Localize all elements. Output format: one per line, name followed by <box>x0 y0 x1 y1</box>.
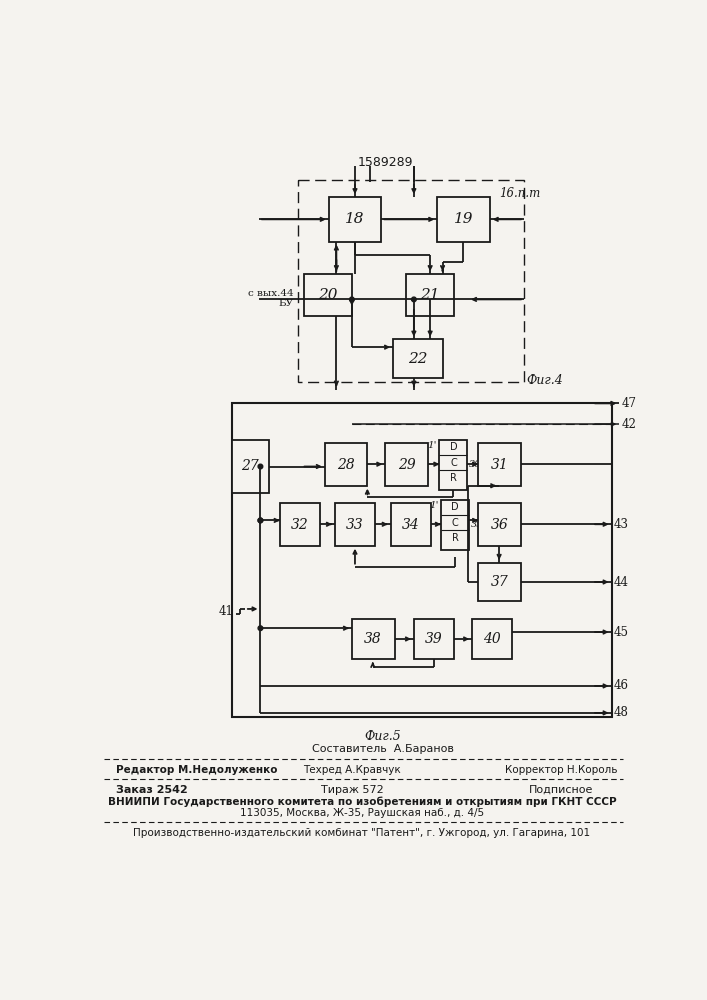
Text: Производственно-издательский комбинат "Патент", г. Ужгород, ул. Гагарина, 101: Производственно-издательский комбинат "П… <box>134 828 590 838</box>
Circle shape <box>258 518 263 523</box>
Bar <box>391 503 431 546</box>
Text: 20: 20 <box>318 288 338 302</box>
Bar <box>393 339 443 378</box>
Text: БУ: БУ <box>279 299 293 308</box>
Text: 46: 46 <box>614 679 629 692</box>
Circle shape <box>258 626 263 631</box>
Text: D: D <box>451 502 459 512</box>
Text: Заказ 2542: Заказ 2542 <box>115 785 187 795</box>
Bar <box>280 503 320 546</box>
Text: 44: 44 <box>614 576 629 588</box>
Bar <box>478 443 521 486</box>
Text: Фиг.4: Фиг.4 <box>526 374 563 387</box>
Text: 29: 29 <box>397 458 416 472</box>
Bar <box>232 403 612 717</box>
Text: D: D <box>450 442 457 452</box>
Bar <box>352 619 395 659</box>
Text: 30: 30 <box>469 460 481 469</box>
Text: 45: 45 <box>614 626 629 639</box>
Text: 35: 35 <box>470 520 483 529</box>
Text: 40: 40 <box>484 632 501 646</box>
Bar <box>478 563 521 601</box>
Text: 39: 39 <box>425 632 443 646</box>
Text: 18: 18 <box>345 212 365 226</box>
Text: 113035, Москва, Ж-35, Раушская наб., д. 4/5: 113035, Москва, Ж-35, Раушская наб., д. … <box>240 808 484 818</box>
Bar <box>232 440 269 493</box>
Text: 31: 31 <box>491 458 508 472</box>
Circle shape <box>258 464 263 469</box>
Text: Тираж 572: Тираж 572 <box>320 785 383 795</box>
Bar <box>385 443 428 486</box>
Text: R: R <box>450 473 457 483</box>
Text: с вых.44: с вых.44 <box>248 289 293 298</box>
Text: C: C <box>452 518 458 528</box>
Text: 32: 32 <box>291 518 309 532</box>
Bar <box>440 440 467 490</box>
Bar <box>325 443 368 486</box>
Bar <box>478 503 521 546</box>
Text: Техред А.Кравчук: Техред А.Кравчук <box>303 765 401 775</box>
Bar <box>406 274 454 316</box>
Text: 22: 22 <box>409 352 428 366</box>
Text: 38: 38 <box>364 632 382 646</box>
Text: 41: 41 <box>218 605 233 618</box>
Circle shape <box>411 297 416 302</box>
Text: 1': 1' <box>429 501 438 510</box>
Bar <box>437 197 490 242</box>
Text: 47: 47 <box>621 397 636 410</box>
Text: R: R <box>452 533 458 543</box>
Text: ВНИИПИ Государственного комитета по изобретениям и открытиям при ГКНТ СССР: ВНИИПИ Государственного комитета по изоб… <box>107 797 617 807</box>
Text: 21: 21 <box>421 288 440 302</box>
Bar <box>441 500 469 550</box>
Text: 28: 28 <box>337 458 355 472</box>
Text: 1': 1' <box>428 441 437 450</box>
Text: Редактор М.Недолуженко: Редактор М.Недолуженко <box>115 765 277 775</box>
Text: 33: 33 <box>346 518 364 532</box>
Text: 42: 42 <box>621 418 636 431</box>
Text: Подписное: Подписное <box>529 785 593 795</box>
Text: 19: 19 <box>454 212 473 226</box>
Text: 1589289: 1589289 <box>358 156 413 169</box>
Bar <box>335 503 375 546</box>
Bar <box>472 619 513 659</box>
Bar <box>298 180 524 382</box>
Text: 37: 37 <box>491 575 508 589</box>
Text: 27: 27 <box>242 460 259 474</box>
Bar <box>304 274 352 316</box>
Circle shape <box>349 297 354 302</box>
Text: Составитель  А.Баранов: Составитель А.Баранов <box>312 744 454 754</box>
Circle shape <box>258 518 263 523</box>
Text: Фиг.5: Фиг.5 <box>365 730 402 742</box>
Bar <box>329 197 381 242</box>
Text: 48: 48 <box>614 706 629 719</box>
Text: 16.п.т: 16.п.т <box>499 187 540 200</box>
Text: C: C <box>450 458 457 468</box>
Text: 43: 43 <box>614 518 629 531</box>
Text: Корректор Н.Король: Корректор Н.Король <box>505 765 617 775</box>
Text: 36: 36 <box>491 518 508 532</box>
Text: 34: 34 <box>402 518 420 532</box>
Bar <box>414 619 454 659</box>
